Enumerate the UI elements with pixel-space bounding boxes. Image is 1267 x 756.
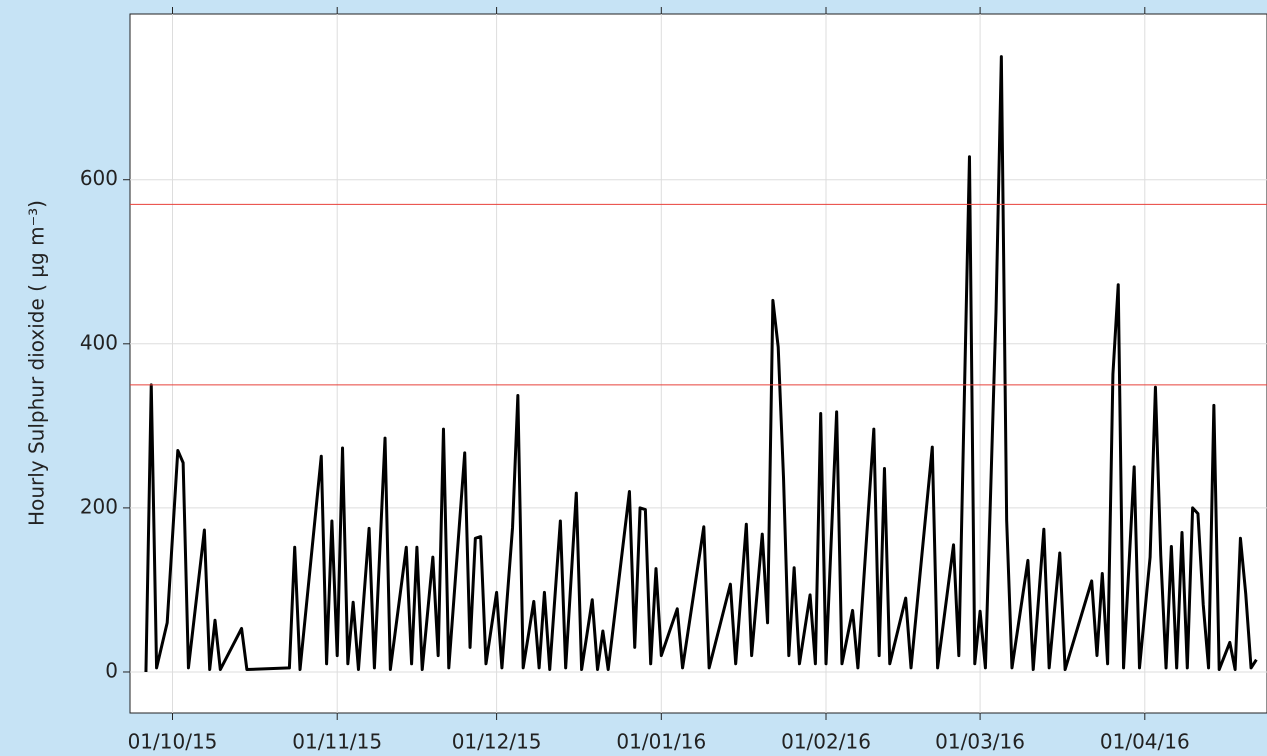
x-tick-label: 01/11/15 [292, 730, 382, 754]
x-tick-label: 01/02/16 [781, 730, 871, 754]
x-tick-label: 01/04/16 [1100, 730, 1190, 754]
x-tick-label: 01/01/16 [616, 730, 706, 754]
y-tick-label: 0 [105, 658, 118, 682]
x-tick-label: 01/12/15 [452, 730, 542, 754]
y-axis-label: Hourly Sulphur dioxide ( µg m⁻³) [25, 200, 49, 526]
y-tick-label: 200 [80, 494, 118, 518]
x-tick-label: 01/10/15 [128, 730, 218, 754]
y-tick-label: 400 [80, 330, 118, 354]
data-line [144, 55, 1258, 673]
x-tick-label: 01/03/16 [935, 730, 1025, 754]
y-tick-label: 600 [80, 166, 118, 190]
plot-panel [129, 13, 1267, 714]
